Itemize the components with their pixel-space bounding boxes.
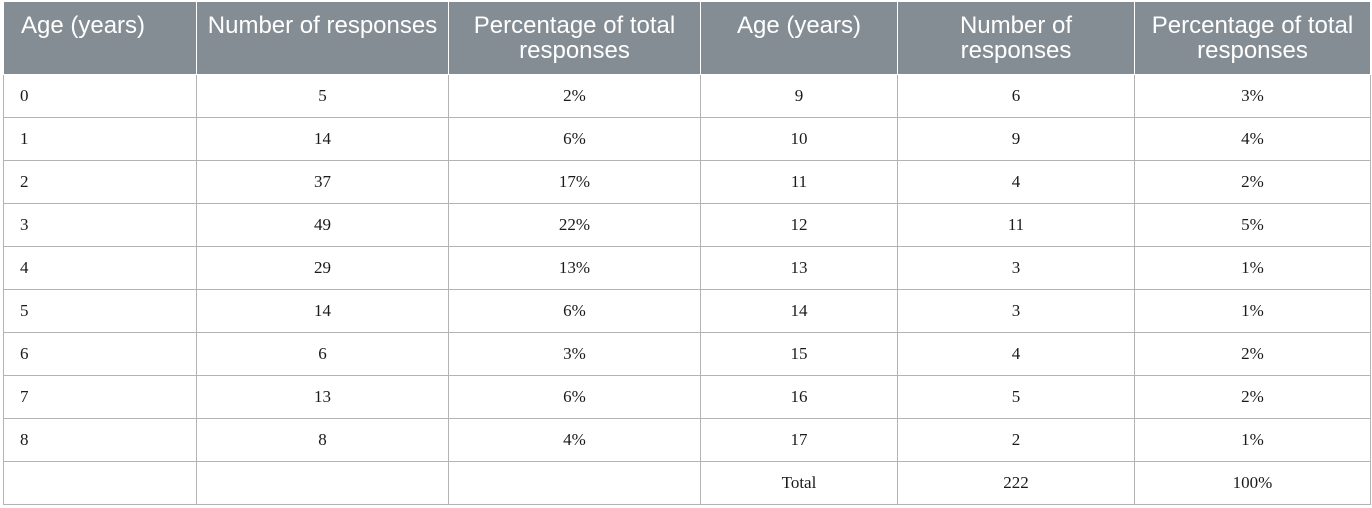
responses-left-cell <box>196 460 449 505</box>
age-right-cell: 12 <box>700 202 898 247</box>
responses-right-cell: 2 <box>897 417 1135 462</box>
age-left-cell: 6 <box>3 331 197 376</box>
responses-right-cell: 6 <box>897 73 1135 118</box>
header-percentage-right: Percentage of total responses <box>1134 2 1371 75</box>
age-left-cell: 8 <box>3 417 197 462</box>
table-row: 4 29 13% 13 3 1% <box>3 245 1371 290</box>
table-row: 3 49 22% 12 11 5% <box>3 202 1371 247</box>
table-row: 5 14 6% 14 3 1% <box>3 288 1371 333</box>
percentage-left-cell: 4% <box>448 417 701 462</box>
percentage-right-cell: 100% <box>1134 460 1371 505</box>
responses-right-cell: 4 <box>897 331 1135 376</box>
age-right-cell: Total <box>700 460 898 505</box>
percentage-left-cell: 22% <box>448 202 701 247</box>
responses-left-cell: 49 <box>196 202 449 247</box>
header-age-left: Age (years) <box>3 2 197 75</box>
percentage-right-cell: 1% <box>1134 245 1371 290</box>
percentage-right-cell: 1% <box>1134 417 1371 462</box>
age-left-cell: 3 <box>3 202 197 247</box>
age-left-cell: 2 <box>3 159 197 204</box>
percentage-left-cell: 6% <box>448 288 701 333</box>
table-row: 0 5 2% 9 6 3% <box>3 73 1371 118</box>
age-right-cell: 9 <box>700 73 898 118</box>
percentage-left-cell <box>448 460 701 505</box>
percentage-left-cell: 6% <box>448 116 701 161</box>
responses-right-cell: 11 <box>897 202 1135 247</box>
responses-left-cell: 5 <box>196 73 449 118</box>
age-left-cell: 5 <box>3 288 197 333</box>
percentage-right-cell: 5% <box>1134 202 1371 247</box>
responses-right-cell: 3 <box>897 245 1135 290</box>
percentage-left-cell: 13% <box>448 245 701 290</box>
responses-right-cell: 5 <box>897 374 1135 419</box>
responses-left-cell: 37 <box>196 159 449 204</box>
age-right-cell: 16 <box>700 374 898 419</box>
responses-left-cell: 6 <box>196 331 449 376</box>
age-left-cell: 1 <box>3 116 197 161</box>
header-responses-right: Number of responses <box>897 2 1135 75</box>
percentage-left-cell: 17% <box>448 159 701 204</box>
responses-right-cell: 4 <box>897 159 1135 204</box>
responses-left-cell: 13 <box>196 374 449 419</box>
table-row: Total 222 100% <box>3 460 1371 505</box>
percentage-right-cell: 1% <box>1134 288 1371 333</box>
header-responses-left: Number of responses <box>196 2 449 75</box>
age-left-cell: 7 <box>3 374 197 419</box>
age-left-cell <box>3 460 197 505</box>
percentage-right-cell: 4% <box>1134 116 1371 161</box>
table-row: 1 14 6% 10 9 4% <box>3 116 1371 161</box>
age-right-cell: 15 <box>700 331 898 376</box>
age-right-cell: 17 <box>700 417 898 462</box>
header-age-right: Age (years) <box>700 2 898 75</box>
percentage-right-cell: 2% <box>1134 374 1371 419</box>
table-row: 7 13 6% 16 5 2% <box>3 374 1371 419</box>
percentage-right-cell: 2% <box>1134 331 1371 376</box>
percentage-left-cell: 3% <box>448 331 701 376</box>
percentage-right-cell: 3% <box>1134 73 1371 118</box>
percentage-left-cell: 6% <box>448 374 701 419</box>
table-body: 0 5 2% 9 6 3% 1 14 6% 10 9 4% 2 37 17% 11 4 2% 3 49 22% 12 11 5… <box>3 73 1371 505</box>
table-row: 6 6 3% 15 4 2% <box>3 331 1371 376</box>
age-right-cell: 10 <box>700 116 898 161</box>
table-row: 2 37 17% 11 4 2% <box>3 159 1371 204</box>
responses-left-cell: 14 <box>196 288 449 333</box>
age-right-cell: 11 <box>700 159 898 204</box>
responses-right-cell: 222 <box>897 460 1135 505</box>
responses-left-cell: 8 <box>196 417 449 462</box>
responses-right-cell: 3 <box>897 288 1135 333</box>
percentage-right-cell: 2% <box>1134 159 1371 204</box>
header-row: Age (years) Number of responses Percenta… <box>3 2 1371 75</box>
responses-left-cell: 29 <box>196 245 449 290</box>
table-header: Age (years) Number of responses Percenta… <box>3 2 1371 75</box>
age-left-cell: 4 <box>3 245 197 290</box>
table-row: 8 8 4% 17 2 1% <box>3 417 1371 462</box>
header-percentage-left: Percentage of total responses <box>448 2 701 75</box>
percentage-left-cell: 2% <box>448 73 701 118</box>
responses-right-cell: 9 <box>897 116 1135 161</box>
age-right-cell: 13 <box>700 245 898 290</box>
responses-left-cell: 14 <box>196 116 449 161</box>
age-left-cell: 0 <box>3 73 197 118</box>
age-right-cell: 14 <box>700 288 898 333</box>
age-responses-table: Age (years) Number of responses Percenta… <box>3 2 1371 505</box>
